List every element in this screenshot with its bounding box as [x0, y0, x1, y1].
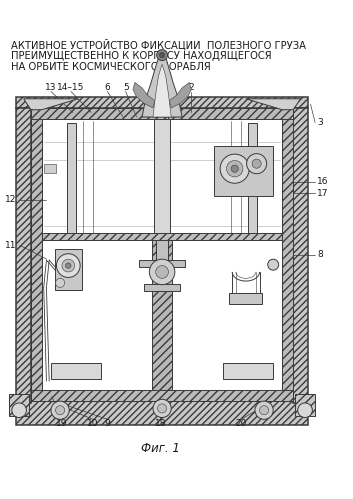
Text: 18: 18 — [155, 419, 166, 428]
Bar — [229, 293, 262, 304]
Text: 3: 3 — [317, 118, 323, 127]
Bar — [214, 146, 273, 196]
Bar — [16, 97, 308, 108]
Circle shape — [66, 263, 71, 268]
Bar — [55, 249, 82, 290]
Text: 13: 13 — [45, 82, 57, 91]
Bar — [42, 119, 282, 390]
Bar — [67, 123, 77, 233]
Text: 20: 20 — [236, 419, 247, 428]
Bar — [248, 123, 257, 233]
Circle shape — [56, 254, 80, 277]
Circle shape — [157, 404, 167, 413]
Text: 19: 19 — [56, 419, 68, 428]
Bar — [139, 260, 185, 267]
Polygon shape — [142, 53, 182, 117]
Circle shape — [298, 403, 312, 418]
Bar — [9, 394, 29, 416]
Circle shape — [153, 399, 171, 418]
Bar — [16, 401, 308, 425]
Text: 16: 16 — [317, 177, 328, 186]
Bar — [31, 390, 293, 401]
Bar — [51, 363, 101, 379]
Text: 2: 2 — [189, 82, 194, 91]
Bar — [44, 164, 56, 174]
Bar — [42, 233, 282, 240]
Text: 14–15: 14–15 — [57, 82, 85, 91]
Circle shape — [259, 406, 269, 415]
Circle shape — [159, 52, 165, 58]
Text: Фиг. 1: Фиг. 1 — [141, 442, 180, 455]
Circle shape — [247, 154, 267, 174]
Bar — [295, 394, 315, 416]
Bar — [31, 108, 42, 401]
Text: 8: 8 — [317, 250, 323, 259]
Bar — [144, 284, 180, 291]
Polygon shape — [24, 99, 78, 110]
Text: 11: 11 — [5, 241, 16, 250]
Bar — [156, 108, 168, 119]
Circle shape — [220, 154, 249, 183]
Bar — [223, 363, 273, 379]
Text: 9: 9 — [104, 419, 110, 428]
Polygon shape — [169, 82, 191, 108]
Bar — [31, 108, 293, 119]
Circle shape — [156, 265, 168, 278]
Circle shape — [149, 259, 175, 285]
Bar — [16, 108, 31, 403]
Circle shape — [252, 159, 261, 168]
Bar — [293, 108, 308, 403]
Circle shape — [62, 259, 75, 272]
Circle shape — [268, 259, 279, 270]
Text: 17: 17 — [317, 189, 328, 198]
Bar — [156, 240, 168, 263]
Text: 10: 10 — [87, 419, 98, 428]
Circle shape — [231, 165, 238, 172]
Circle shape — [227, 161, 243, 177]
Polygon shape — [246, 99, 300, 110]
Circle shape — [55, 406, 65, 415]
Text: 1: 1 — [167, 82, 172, 91]
Bar — [152, 240, 172, 390]
Bar — [282, 108, 293, 401]
Text: 12: 12 — [5, 196, 16, 205]
Circle shape — [157, 49, 168, 60]
Circle shape — [55, 278, 65, 287]
Bar — [154, 119, 170, 233]
Text: 6: 6 — [104, 82, 110, 91]
Circle shape — [12, 403, 26, 418]
Text: АКТИВНОЕ УСТРОЙСТВО ФИКСАЦИИ  ПОЛЕЗНОГО ГРУЗА: АКТИВНОЕ УСТРОЙСТВО ФИКСАЦИИ ПОЛЕЗНОГО Г… — [11, 39, 306, 50]
Text: НА ОРБИТЕ КОСМИЧЕСКОГО КОРАБЛЯ: НА ОРБИТЕ КОСМИЧЕСКОГО КОРАБЛЯ — [11, 62, 211, 72]
Polygon shape — [133, 82, 155, 108]
Polygon shape — [153, 64, 171, 117]
Text: 5: 5 — [123, 82, 128, 91]
Circle shape — [51, 401, 69, 419]
Circle shape — [255, 401, 273, 419]
Text: ПРЕИМУЩЕСТВЕННО К КОРПУСУ НАХОДЯЩЕГОСЯ: ПРЕИМУЩЕСТВЕННО К КОРПУСУ НАХОДЯЩЕГОСЯ — [11, 50, 271, 60]
